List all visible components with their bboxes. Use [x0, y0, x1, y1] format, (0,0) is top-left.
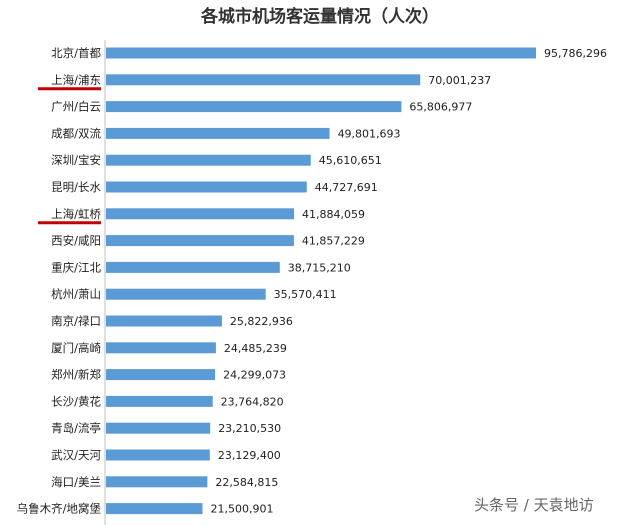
bar [106, 235, 294, 247]
value-label: 38,715,210 [288, 261, 351, 274]
bar [106, 208, 295, 220]
bar [106, 395, 213, 407]
bar [106, 449, 210, 461]
bar [106, 369, 216, 381]
chart-title: 各城市机场客运量情况（人次） [201, 7, 439, 27]
value-label: 24,485,239 [224, 342, 287, 355]
value-label: 95,786,296 [544, 47, 607, 60]
bar [106, 154, 311, 166]
category-label: 青岛/流亭 [51, 421, 101, 435]
category-label: 厦门/高崎 [51, 341, 101, 355]
value-label: 25,822,936 [230, 315, 293, 328]
bar [106, 181, 307, 193]
category-label: 海口/美兰 [51, 475, 101, 489]
bar [106, 47, 536, 59]
category-label: 武汉/天河 [51, 448, 101, 462]
value-label: 44,727,691 [315, 181, 378, 194]
category-label: 北京/首都 [51, 46, 101, 60]
watermark: 头条号 / 天袁地访 [470, 490, 636, 518]
category-label: 上海/虹桥 [51, 207, 101, 221]
bar [106, 476, 208, 488]
value-label: 23,129,400 [218, 449, 281, 462]
category-label: 长沙/黄花 [51, 394, 101, 408]
category-label: 南京/禄口 [51, 314, 101, 328]
bar [106, 422, 211, 434]
category-label: 昆明/长水 [51, 180, 101, 194]
category-label: 乌鲁木齐/地窝堡 [17, 502, 102, 516]
value-label: 65,806,977 [409, 101, 472, 114]
watermark-text: 头条号 / 天袁地访 [474, 496, 594, 514]
category-label: 重庆/江北 [51, 260, 101, 274]
value-label: 35,570,411 [274, 288, 337, 301]
value-label: 23,210,530 [218, 422, 281, 435]
bar [106, 342, 216, 354]
category-label: 郑州/新郑 [51, 368, 101, 382]
bar [106, 74, 421, 86]
value-label: 49,801,693 [338, 127, 401, 140]
category-label: 成都/双流 [51, 126, 101, 140]
value-label: 22,584,815 [215, 476, 278, 489]
bar [106, 503, 203, 515]
bar [106, 101, 402, 113]
bar [106, 315, 222, 327]
value-label: 41,884,059 [302, 208, 365, 221]
category-label: 杭州/萧山 [51, 287, 101, 301]
category-label: 西安/咸阳 [51, 234, 101, 248]
value-label: 24,299,073 [223, 369, 286, 382]
bar [106, 288, 266, 300]
bar [106, 127, 330, 139]
value-label: 23,764,820 [221, 395, 284, 408]
category-label: 上海/浦东 [51, 73, 101, 87]
value-label: 41,857,229 [302, 235, 365, 248]
category-label: 深圳/宝安 [51, 153, 101, 167]
value-label: 45,610,651 [319, 154, 382, 167]
value-label: 21,500,901 [211, 503, 274, 516]
bar [106, 261, 280, 273]
value-label: 70,001,237 [428, 74, 491, 87]
category-label: 广州/白云 [51, 100, 101, 114]
